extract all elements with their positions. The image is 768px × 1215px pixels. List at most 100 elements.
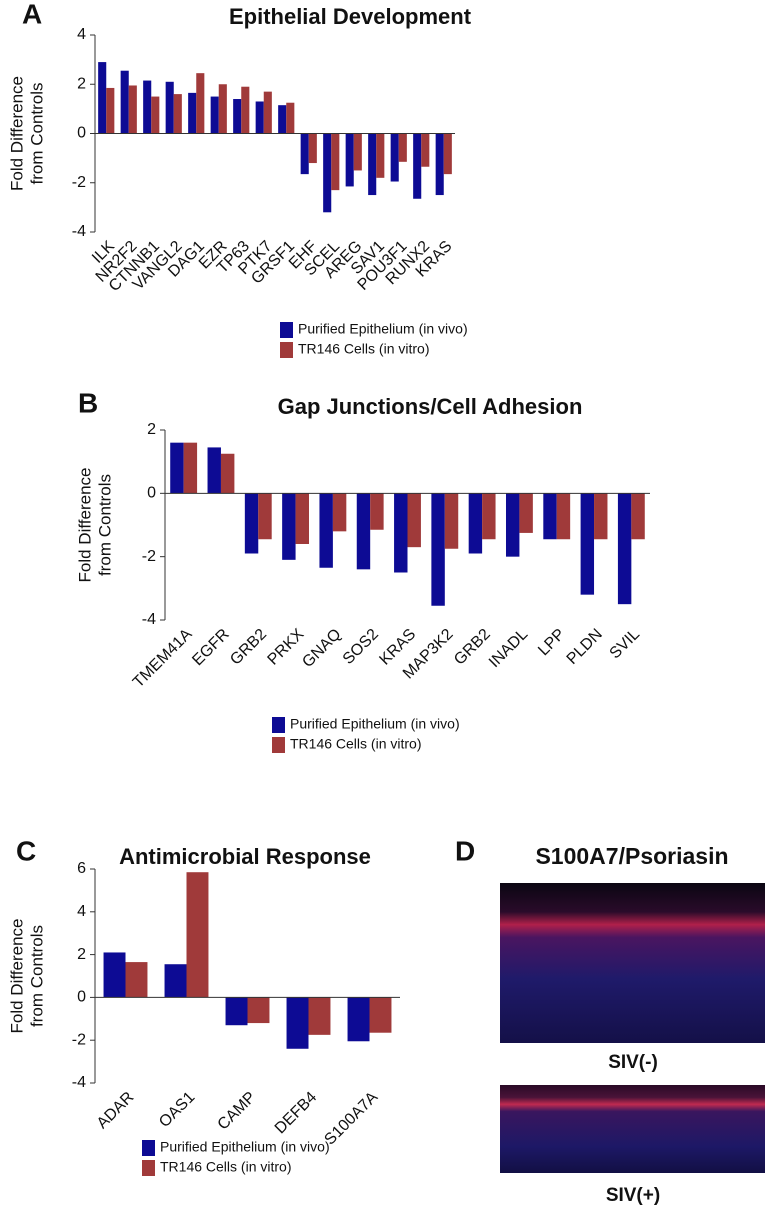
chart-title: Antimicrobial Response <box>119 844 371 869</box>
legend-label: Purified Epithelium (in vivo) <box>298 321 468 337</box>
bar <box>519 493 533 533</box>
y-axis-label: from Controls <box>95 474 114 576</box>
x-tick-label: SVIL <box>607 626 644 663</box>
y-axis-label: Fold Difference <box>7 919 26 1034</box>
bar <box>173 94 182 134</box>
bar <box>580 493 595 595</box>
y-tick-label: 0 <box>77 989 86 1006</box>
x-tick-label: TMEM41A <box>130 626 196 692</box>
x-tick-label: GRB2 <box>451 626 494 669</box>
bar <box>170 442 184 494</box>
x-tick-label: GRB2 <box>227 626 270 669</box>
bar <box>543 493 557 540</box>
bar <box>421 133 430 167</box>
micrograph <box>500 883 765 1043</box>
legend-swatch <box>142 1140 155 1156</box>
bar <box>278 105 287 134</box>
bar <box>282 493 296 560</box>
chart-title: Epithelial Development <box>229 4 472 29</box>
bar <box>295 493 310 544</box>
bar <box>263 91 272 134</box>
bar <box>505 493 520 557</box>
legend-swatch <box>272 737 285 753</box>
panel-label: C <box>16 835 36 866</box>
y-tick-label: 0 <box>147 485 156 502</box>
x-tick-label: GNAQ <box>299 626 344 671</box>
legend-swatch <box>280 342 293 358</box>
micrograph <box>500 1085 765 1173</box>
legend-swatch <box>272 717 285 733</box>
bar <box>368 133 377 196</box>
bar <box>319 493 333 568</box>
bar <box>106 87 115 134</box>
bar <box>556 493 571 540</box>
bar <box>468 493 483 554</box>
y-axis-label: Fold Difference <box>7 76 26 191</box>
x-tick-label: EGFR <box>189 626 232 669</box>
y-tick-label: 4 <box>77 26 86 43</box>
bar <box>255 101 264 134</box>
bar <box>286 997 309 1049</box>
bar <box>413 133 422 199</box>
bar <box>125 962 148 998</box>
bar <box>120 70 129 134</box>
x-tick-label: INADL <box>486 626 531 671</box>
bar <box>332 493 347 532</box>
y-tick-label: -2 <box>72 1031 86 1048</box>
bar <box>128 85 137 134</box>
bar <box>220 453 235 494</box>
bar <box>241 86 250 134</box>
bar <box>631 493 645 540</box>
image-caption: SIV(-) <box>608 1052 658 1073</box>
bar <box>390 133 399 182</box>
bar <box>186 872 209 998</box>
x-tick-label: DEFB4 <box>272 1089 321 1138</box>
x-tick-label: SOS2 <box>340 626 382 668</box>
legend-label: TR146 Cells (in vitro) <box>160 1159 291 1175</box>
y-tick-label: -4 <box>72 223 86 240</box>
bar <box>286 102 295 134</box>
x-tick-label: S100A7A <box>321 1089 381 1149</box>
bar <box>207 447 221 494</box>
panel-label: D <box>455 835 475 866</box>
y-tick-label: 2 <box>147 421 156 438</box>
bar <box>407 493 421 548</box>
y-axis-label: from Controls <box>27 82 46 184</box>
bar <box>165 81 174 134</box>
bar <box>323 133 332 213</box>
panel-label: B <box>78 387 98 418</box>
legend-label: TR146 Cells (in vitro) <box>290 736 421 752</box>
y-tick-label: 2 <box>77 75 86 92</box>
legend-label: Purified Epithelium (in vivo) <box>290 716 460 732</box>
bar <box>188 92 197 134</box>
x-tick-label: ADAR <box>94 1089 137 1132</box>
bar <box>444 493 459 549</box>
x-tick-label: CAMP <box>215 1089 260 1134</box>
y-tick-label: -4 <box>142 611 156 628</box>
legend-label: Purified Epithelium (in vivo) <box>160 1139 330 1155</box>
bar <box>98 62 107 134</box>
legend-swatch <box>280 322 293 338</box>
bar <box>196 73 205 134</box>
bar <box>594 493 608 540</box>
image-caption: SIV(+) <box>606 1185 660 1206</box>
bar <box>435 133 444 196</box>
bar <box>370 493 384 530</box>
y-tick-label: 2 <box>77 946 86 963</box>
bar <box>356 493 371 570</box>
bar <box>308 133 317 164</box>
x-tick-label: OAS1 <box>156 1089 198 1131</box>
panel-label: A <box>22 0 42 29</box>
bar <box>443 133 452 175</box>
y-tick-label: -4 <box>72 1074 86 1091</box>
bar <box>233 99 242 134</box>
bar <box>431 493 445 606</box>
y-tick-label: 4 <box>77 903 86 920</box>
bar <box>183 442 198 494</box>
bar <box>345 133 354 187</box>
y-tick-label: 0 <box>77 125 86 142</box>
bar <box>210 96 219 134</box>
bar <box>258 493 272 540</box>
y-tick-label: -2 <box>72 174 86 191</box>
bar <box>617 493 632 605</box>
